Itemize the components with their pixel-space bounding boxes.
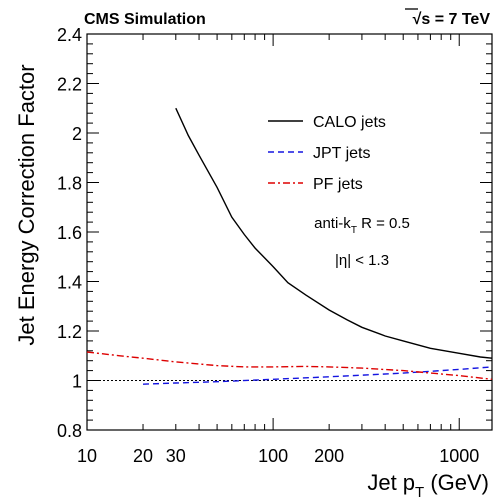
y-tick-label: 1 (72, 372, 82, 392)
header-left: CMS Simulation (84, 11, 206, 28)
annotations: anti-kT R = 0.5 |η| < 1.3 (314, 215, 410, 269)
header-right-sqrt: √s (413, 11, 431, 28)
y-tick-label: 2.4 (57, 25, 82, 45)
plot-frame (86, 33, 493, 431)
y-axis-title: Jet Energy Correction Factor (14, 64, 39, 345)
x-tick-label: 100 (258, 446, 288, 466)
series-line-1 (175, 107, 493, 359)
header-right: √s = 7 TeV (413, 11, 491, 28)
y-tick-label: 0.8 (57, 421, 82, 441)
series-line-3 (86, 351, 493, 380)
y-tick-label: 1.8 (57, 174, 82, 194)
series-line-2 (142, 366, 493, 385)
x-axis-title: Jet pT (GeV) (367, 470, 489, 497)
x-tick-label: 1000 (439, 446, 479, 466)
annotation-text: |η| < 1.3 (335, 252, 389, 269)
legend-label: CALO jets (313, 114, 386, 131)
x-tick-label: 30 (166, 446, 186, 466)
plot-area: 10 20 30 100 200 1000 0.8 1 1.2 1.4 1.6 1.8 2 2.2 2.4 (57, 25, 493, 466)
x-tick-label: 10 (77, 446, 97, 466)
x-tick-label: 20 (133, 446, 153, 466)
legend: CALO jets JPT jets PF jets (268, 114, 386, 193)
y-tick-label: 1.2 (57, 322, 82, 342)
y-tick-label: 2 (72, 124, 82, 144)
annotation-text: anti-kT R = 0.5 (314, 215, 410, 236)
legend-label: JPT jets (313, 145, 371, 162)
x-tick-label: 200 (314, 446, 344, 466)
y-tick-label: 1.4 (57, 273, 82, 293)
legend-label: PF jets (313, 176, 363, 193)
y-tick-label: 1.6 (57, 223, 82, 243)
header-right-rest: = 7 TeV (430, 11, 490, 28)
y-tick-label: 2.2 (57, 75, 82, 95)
